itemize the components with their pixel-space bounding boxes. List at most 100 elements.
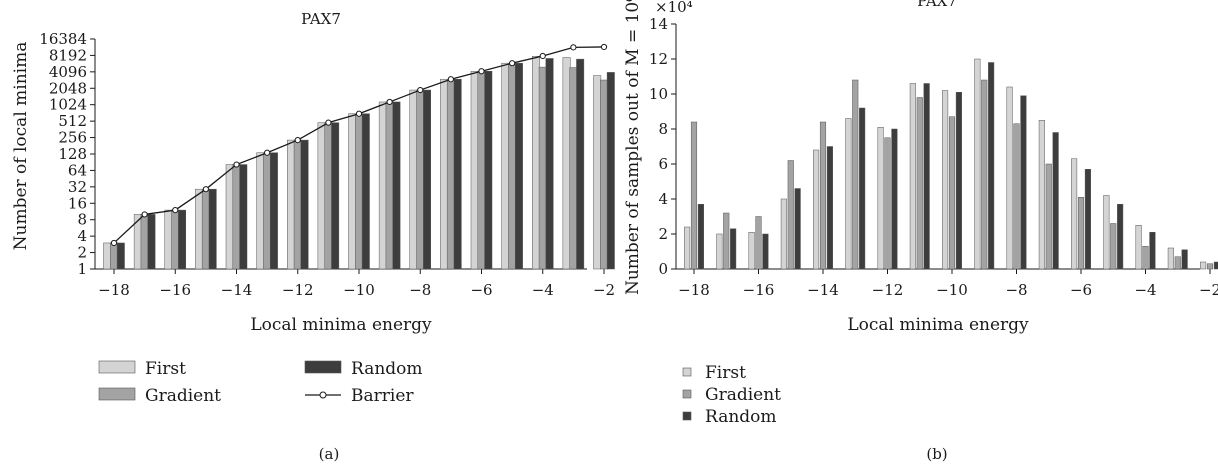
legend-swatch-first: [98, 360, 136, 374]
bar-gradient-m18: [110, 242, 118, 270]
bar-gradient-m5: [1110, 223, 1117, 270]
bar-first-m13: [256, 152, 265, 270]
bar-random-m14: [239, 164, 248, 270]
bar-gradient-m7: [446, 78, 455, 270]
bar-gradient-m11: [324, 122, 333, 270]
bar-random-m7: [1052, 132, 1059, 270]
bar-first-m11: [909, 83, 916, 270]
point-barrier-m11: [325, 119, 332, 126]
chart-panel-a: PAX7 124816326412825651210242048409681921…: [11, 10, 615, 463]
legend-swatch-gradient: [98, 387, 136, 401]
y-tick-label: 16: [68, 194, 87, 212]
bar-gradient-m16: [755, 216, 762, 270]
bar-random-m4: [545, 58, 554, 270]
bar-first-m4: [532, 56, 540, 270]
point-barrier-m7: [447, 76, 454, 83]
y-tick-label: 4096: [49, 63, 87, 81]
bar-first-m17: [716, 233, 723, 270]
x-tick-label: −18: [678, 281, 710, 299]
point-barrier-m2: [600, 43, 608, 51]
x-tick-label: −16: [159, 281, 191, 299]
bar-first-m11: [317, 122, 326, 270]
bar-first-m5: [501, 62, 510, 270]
x-tick-label: −12: [872, 281, 904, 299]
bar-gradient-m15: [787, 160, 794, 270]
bar-gradient-m2: [1206, 263, 1214, 270]
bar-first-m14: [225, 164, 234, 270]
bar-gradient-m10: [948, 116, 956, 270]
x-axis-title: Local minima energy: [250, 315, 432, 335]
bar-first-m9: [974, 58, 981, 270]
bar-first-m14: [813, 149, 820, 270]
bar-gradient-m9: [981, 79, 988, 270]
bar-first-m16: [164, 209, 173, 270]
y-tick-label: 8192: [49, 46, 87, 64]
bar-first-m5: [1103, 195, 1110, 270]
y-tick-label: 512: [58, 112, 87, 130]
bar-gradient-m5: [508, 63, 517, 270]
bar-gradient-m8: [1013, 123, 1020, 270]
y-tick-label: 128: [58, 145, 87, 163]
bar-random-m10: [955, 92, 962, 270]
bar-gradient-m14: [819, 121, 827, 270]
legend-label-gradient: Gradient: [145, 386, 221, 406]
point-barrier-m13: [264, 149, 271, 156]
point-barrier-m12: [294, 136, 301, 144]
bar-gradient-m18: [690, 121, 698, 270]
legend-label-barrier: Barrier: [351, 386, 414, 406]
bar-gradient-m6: [1077, 197, 1085, 270]
x-tick-label: −2: [1199, 281, 1218, 299]
bar-gradient-m7: [1045, 163, 1052, 270]
y-axis-title: Number of samples out of M = 10⁶: [623, 0, 643, 295]
bar-first-m6: [1071, 158, 1078, 270]
bar-random-m16: [762, 233, 769, 270]
y-tick-label: 10: [649, 85, 668, 103]
x-tick-label: −4: [1134, 281, 1156, 299]
bar-random-m17: [147, 214, 156, 270]
bar-gradient-m17: [140, 214, 149, 270]
bar-first-m10: [942, 90, 949, 270]
y-tick-label: 256: [58, 129, 87, 147]
bar-first-m7: [1038, 120, 1045, 270]
point-barrier-m10: [355, 110, 363, 117]
bar-first-m12: [877, 127, 884, 270]
bar-gradient-m3: [1174, 256, 1181, 270]
x-tick-label: −8: [1005, 281, 1027, 299]
bar-random-m3: [576, 58, 585, 270]
bar-first-m6: [470, 70, 479, 270]
legend-swatch-first: [682, 367, 692, 377]
bar-random-m15: [794, 188, 801, 270]
panel-label: (b): [926, 445, 947, 463]
x-tick-label: −4: [532, 281, 554, 299]
bar-first-m8: [1006, 86, 1013, 270]
point-barrier-m8: [417, 86, 424, 94]
x-tick-label: −14: [807, 281, 839, 299]
x-tick-label: −2: [593, 281, 615, 299]
y-tick-label: 12: [649, 50, 668, 68]
legend-swatch-gradient: [682, 389, 692, 399]
bar-gradient-m14: [232, 164, 241, 270]
bar-random-m13: [269, 152, 278, 270]
legend-label-random: Random: [351, 359, 423, 379]
y-tick-label: 16384: [39, 30, 87, 48]
point-barrier-m9: [386, 98, 393, 106]
bar-random-m6: [1084, 169, 1091, 270]
y-tick-label: 1024: [49, 96, 87, 114]
bar-first-m10: [348, 113, 357, 270]
y-tick-label: 14: [649, 15, 668, 33]
legend-swatch-random: [304, 360, 342, 374]
bar-first-m9: [378, 101, 387, 270]
bar-first-m15: [780, 198, 787, 270]
bar-first-m7: [440, 78, 449, 270]
bar-random-m2: [1213, 261, 1218, 270]
bar-random-m3: [1181, 249, 1188, 270]
chart-title: PAX7: [301, 10, 341, 28]
y-axis-multiplier: ×10⁴: [655, 0, 693, 16]
legend-label-first: First: [145, 359, 186, 379]
point-barrier-m18: [110, 239, 118, 247]
bar-random-m18: [116, 242, 125, 270]
x-tick-label: −18: [98, 281, 130, 299]
legend-label-gradient: Gradient: [705, 385, 781, 405]
x-tick-label: −6: [1070, 281, 1092, 299]
